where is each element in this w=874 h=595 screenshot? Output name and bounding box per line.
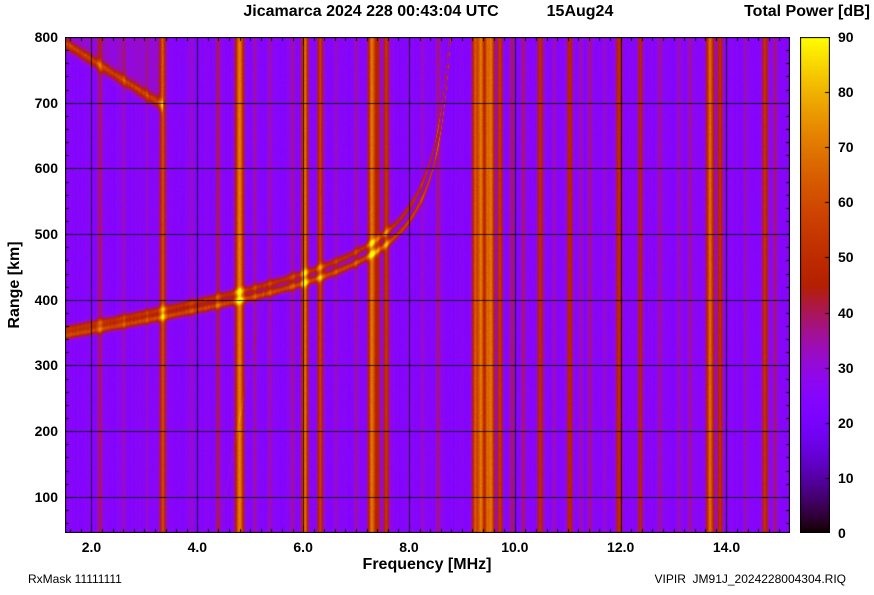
x-tick-label: 6.0 <box>293 539 313 555</box>
y-tick-label: 700 <box>34 94 58 111</box>
colorbar-tick-label: 80 <box>838 84 854 101</box>
y-tick-label: 100 <box>34 488 58 505</box>
y-tick-label: 600 <box>34 160 58 177</box>
colorbar-tick-label: 30 <box>838 359 854 376</box>
colorbar-tick-label: 50 <box>838 249 854 266</box>
colorbar-tick-label: 10 <box>838 469 854 486</box>
colorbar-title: Total Power [dB] <box>744 3 870 20</box>
y-tick-label: 300 <box>34 357 58 374</box>
heatmap-canvas <box>65 37 790 533</box>
y-tick-label: 800 <box>34 29 58 45</box>
plot-title: Jicamarca 2024 228 00:43:04 UTC <box>243 3 499 20</box>
x-axis-label: Frequency [MHz] <box>362 556 492 573</box>
footer-rxmask: RxMask 11111111 <box>28 572 122 586</box>
colorbar-tick-label: 0 <box>838 525 846 541</box>
x-tick-label: 10.0 <box>501 539 529 555</box>
footer-filename: VIPIR JM91J_2024228004304.RIQ <box>654 572 846 586</box>
y-axis-label: Range [km] <box>6 241 23 329</box>
y-tick-label: 200 <box>34 423 58 440</box>
x-tick-label: 2.0 <box>81 539 102 555</box>
colorbar-tick-label: 90 <box>838 29 854 45</box>
y-tick-label: 400 <box>34 291 58 308</box>
x-tick-label: 4.0 <box>187 539 208 555</box>
y-tick-label: 500 <box>34 226 58 243</box>
x-tick-label: 14.0 <box>712 539 741 555</box>
plot-date: 15Aug24 <box>546 3 614 20</box>
colorbar-tick-label: 70 <box>838 139 854 156</box>
colorbar-tick-label: 20 <box>838 414 854 431</box>
x-tick-label: 12.0 <box>607 539 635 555</box>
colorbar-canvas <box>800 37 830 533</box>
x-tick-label: 8.0 <box>399 539 419 555</box>
colorbar-tick-label: 60 <box>838 194 854 211</box>
colorbar-tick-label: 40 <box>838 304 854 321</box>
